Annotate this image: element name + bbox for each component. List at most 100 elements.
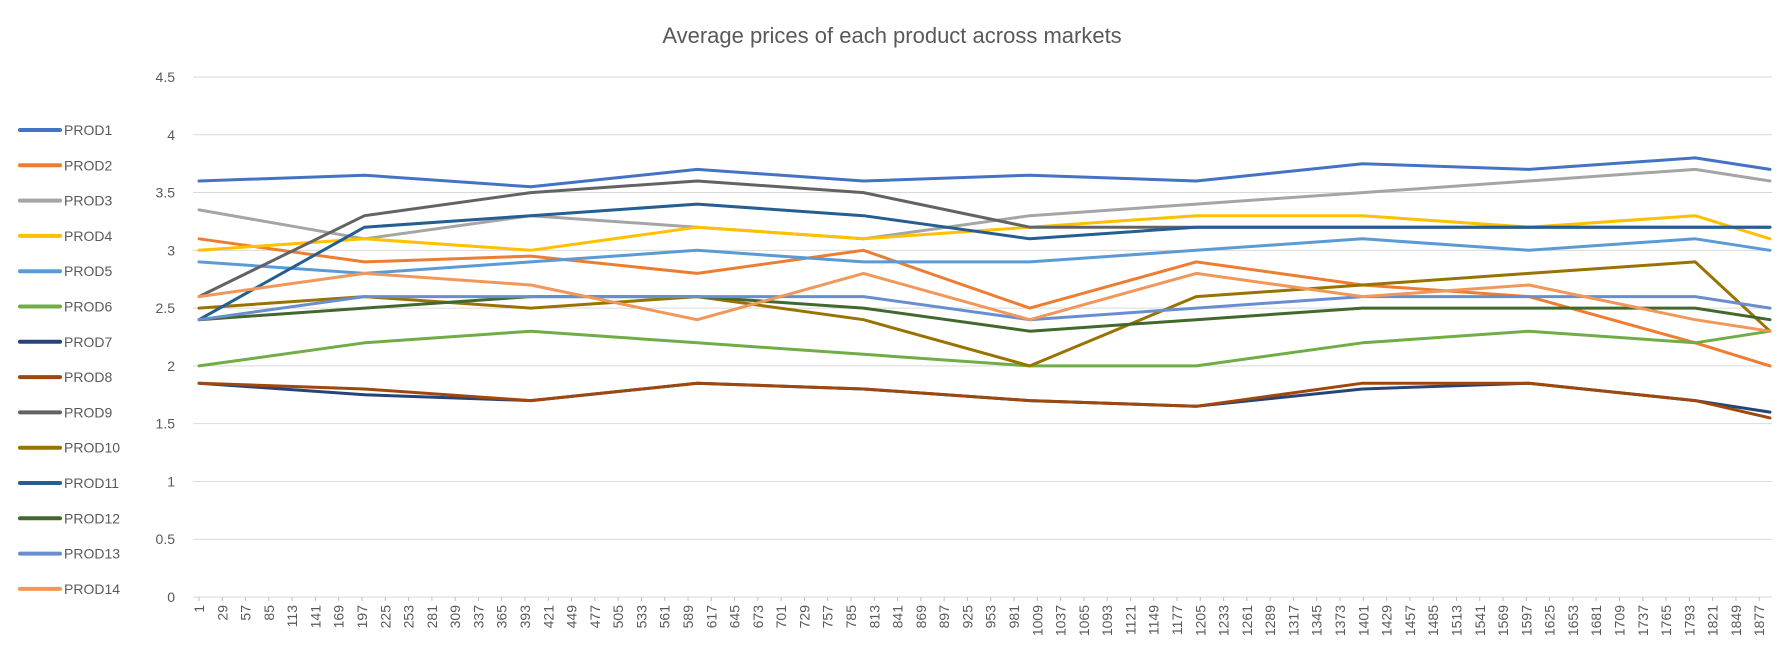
x-tick-label: 477 xyxy=(587,605,603,629)
x-tick-label: 29 xyxy=(214,605,230,621)
x-tick-label: 1009 xyxy=(1029,605,1045,636)
x-axis: 1 29 57 85 113 141 169 197 225 253 281 309 337 365 393… xyxy=(191,597,1767,636)
x-tick-label: 1709 xyxy=(1611,605,1627,636)
x-tick-label: 1821 xyxy=(1705,605,1721,636)
legend-label: PROD7 xyxy=(64,334,112,350)
legend: PROD1 PROD2 PROD3 PROD4 PROD5 PROD6 PROD7 PROD8… xyxy=(18,122,120,597)
x-tick-label: 113 xyxy=(284,605,300,628)
series-line-prod11 xyxy=(197,202,1772,322)
x-tick-label: 645 xyxy=(727,605,743,629)
x-tick-label: 85 xyxy=(261,605,277,621)
x-tick-label: 1681 xyxy=(1588,605,1604,636)
y-tick-label: 3 xyxy=(167,242,175,258)
series-line-prod14 xyxy=(197,271,1772,333)
x-tick-label: 1737 xyxy=(1635,605,1651,636)
x-tick-label: 309 xyxy=(447,605,463,629)
y-tick-label: 4 xyxy=(167,127,175,143)
x-tick-label: 1541 xyxy=(1472,605,1488,636)
legend-label: PROD10 xyxy=(64,440,120,456)
y-tick-label: 2 xyxy=(167,358,175,374)
x-tick-label: 1093 xyxy=(1099,605,1115,636)
x-tick-label: 1513 xyxy=(1448,605,1464,636)
legend-label: PROD12 xyxy=(64,510,120,526)
y-tick-label: 4.5 xyxy=(156,69,176,85)
x-tick-label: 841 xyxy=(890,605,906,629)
legend-label: PROD5 xyxy=(64,263,112,279)
x-tick-label: 1289 xyxy=(1262,605,1278,636)
x-tick-label: 1 xyxy=(191,605,207,613)
legend-label: PROD11 xyxy=(64,475,119,491)
x-tick-label: 1877 xyxy=(1751,605,1767,636)
x-tick-label: 1485 xyxy=(1425,605,1441,636)
x-tick-label: 1177 xyxy=(1169,605,1185,635)
series-line-prod3 xyxy=(197,167,1772,241)
series-line-prod2 xyxy=(197,237,1772,368)
x-tick-label: 1793 xyxy=(1681,605,1697,636)
x-tick-label: 57 xyxy=(238,605,254,621)
x-tick-label: 197 xyxy=(354,605,370,629)
x-tick-label: 1345 xyxy=(1309,605,1325,636)
legend-label: PROD14 xyxy=(64,581,120,597)
x-tick-label: 1849 xyxy=(1728,605,1744,636)
y-tick-label: 1 xyxy=(167,473,175,489)
x-tick-label: 365 xyxy=(494,605,510,629)
series-line-prod8 xyxy=(197,381,1772,420)
x-tick-label: 673 xyxy=(750,605,766,629)
legend-label: PROD9 xyxy=(64,404,112,420)
legend-label: PROD1 xyxy=(64,122,112,138)
legend-label: PROD4 xyxy=(64,228,112,244)
series-line-prod12 xyxy=(197,295,1772,333)
y-tick-label: 0 xyxy=(167,589,175,605)
x-tick-label: 1457 xyxy=(1402,605,1418,636)
plot-area xyxy=(197,156,1772,420)
x-tick-label: 1597 xyxy=(1518,605,1534,636)
y-tick-label: 2.5 xyxy=(156,300,176,316)
series-line-prod5 xyxy=(197,237,1772,275)
x-tick-label: 589 xyxy=(680,605,696,629)
x-tick-label: 1429 xyxy=(1379,605,1395,636)
y-tick-label: 1.5 xyxy=(156,416,176,432)
x-tick-label: 813 xyxy=(866,605,882,629)
x-tick-label: 1037 xyxy=(1053,605,1069,636)
x-tick-label: 785 xyxy=(843,605,859,629)
x-tick-label: 869 xyxy=(913,605,929,629)
series-line-prod10 xyxy=(197,260,1772,368)
x-tick-label: 1373 xyxy=(1332,605,1348,636)
x-tick-label: 337 xyxy=(470,605,486,629)
x-tick-label: 953 xyxy=(983,605,999,629)
x-tick-label: 421 xyxy=(540,605,556,629)
x-tick-label: 701 xyxy=(773,605,789,629)
x-tick-label: 141 xyxy=(307,605,323,629)
series-line-prod1 xyxy=(197,156,1772,189)
x-tick-label: 1261 xyxy=(1239,605,1255,636)
x-tick-label: 225 xyxy=(377,605,393,629)
x-tick-label: 449 xyxy=(564,605,580,629)
x-tick-label: 505 xyxy=(610,605,626,629)
x-tick-label: 1149 xyxy=(1146,605,1162,635)
x-tick-label: 729 xyxy=(796,605,812,629)
x-tick-label: 757 xyxy=(820,605,836,629)
x-tick-label: 1205 xyxy=(1192,605,1208,636)
x-tick-label: 925 xyxy=(959,605,975,629)
x-tick-label: 1653 xyxy=(1565,605,1581,636)
x-tick-label: 169 xyxy=(331,605,347,629)
x-tick-label: 1121 xyxy=(1122,605,1138,635)
y-tick-label: 0.5 xyxy=(156,531,176,547)
x-tick-label: 561 xyxy=(657,605,673,629)
y-tick-label: 3.5 xyxy=(156,185,176,201)
x-tick-label: 1401 xyxy=(1355,605,1371,636)
legend-label: PROD2 xyxy=(64,157,112,173)
x-tick-label: 1765 xyxy=(1658,605,1674,636)
x-tick-label: 1569 xyxy=(1495,605,1511,636)
series-line-prod6 xyxy=(197,329,1772,368)
x-tick-label: 253 xyxy=(401,605,417,629)
y-axis: 0 0.5 1 1.5 2 2.5 3 3.5 4 4.5 xyxy=(156,69,176,605)
x-tick-label: 1625 xyxy=(1542,605,1558,636)
x-tick-label: 1317 xyxy=(1285,605,1301,636)
x-tick-label: 393 xyxy=(517,605,533,629)
x-tick-label: 897 xyxy=(936,605,952,629)
grid xyxy=(193,76,1772,598)
chart-title: Average prices of each product across ma… xyxy=(662,23,1121,48)
